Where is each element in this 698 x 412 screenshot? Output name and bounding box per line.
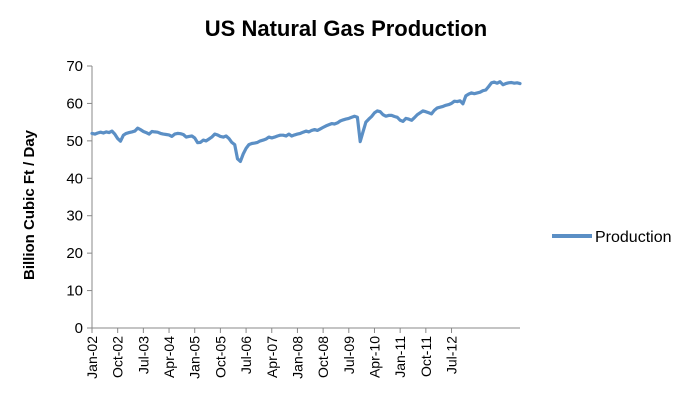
x-tick-label: Jul-03 bbox=[135, 336, 151, 374]
y-axis: 0 10 20 30 40 50 60 70 bbox=[66, 58, 93, 337]
legend: Production bbox=[552, 229, 672, 246]
x-tick-label: Jul-06 bbox=[238, 336, 254, 374]
x-tick-label: Jul-09 bbox=[341, 336, 357, 374]
x-tick-label: Jan-08 bbox=[289, 336, 305, 379]
y-tick-label: 70 bbox=[66, 58, 83, 75]
x-tick-label: Jan-02 bbox=[84, 336, 100, 379]
x-tick-label: Apr-07 bbox=[264, 336, 280, 378]
y-tick-label: 10 bbox=[66, 283, 83, 300]
legend-label: Production bbox=[595, 229, 672, 246]
series-layer bbox=[90, 80, 522, 163]
x-tick-label: Jul-12 bbox=[444, 336, 460, 374]
y-tick-label: 40 bbox=[66, 170, 83, 187]
x-tick-label: Oct-05 bbox=[212, 336, 228, 378]
x-tick-label: Oct-02 bbox=[110, 336, 126, 378]
x-tick-label: Oct-11 bbox=[418, 336, 434, 377]
series-line-production bbox=[90, 80, 522, 163]
y-tick-label: 60 bbox=[66, 95, 83, 112]
y-tick-label: 30 bbox=[66, 208, 83, 225]
chart-title: US Natural Gas Production bbox=[205, 16, 487, 41]
x-axis: Jan-02 Oct-02 Jul-03 Apr-04 Jan-05 Oct-05 Jul-… bbox=[84, 327, 520, 379]
y-axis-label: Billion Cubic Ft / Day bbox=[21, 129, 38, 280]
x-tick-label: Jan-05 bbox=[187, 336, 203, 379]
x-tick-label: Apr-10 bbox=[366, 336, 382, 378]
y-tick-label: 20 bbox=[66, 245, 83, 262]
y-tick-label: 0 bbox=[75, 320, 83, 337]
y-tick-label: 50 bbox=[66, 133, 83, 150]
x-tick-label: Oct-08 bbox=[315, 336, 331, 378]
x-tick-label: Apr-04 bbox=[161, 336, 177, 378]
x-tick-label: Jan-11 bbox=[392, 336, 408, 378]
